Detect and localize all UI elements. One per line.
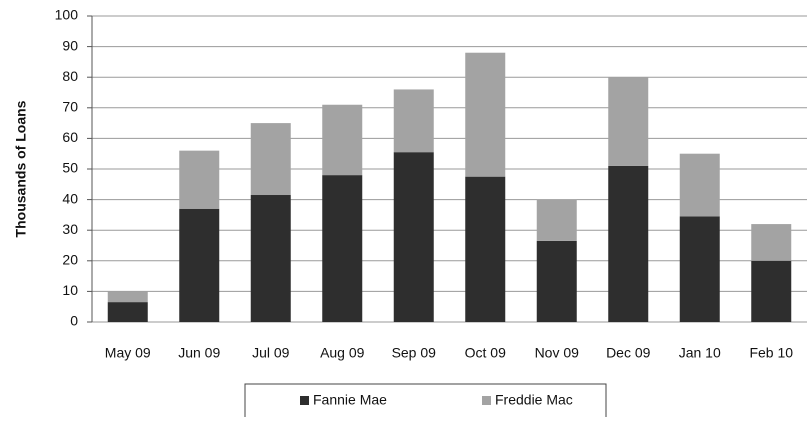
bar-segment: [107, 302, 148, 322]
bar-segment: [679, 153, 720, 217]
bar-segment: [179, 150, 220, 209]
bar-segment: [179, 208, 220, 322]
y-tick-label: 30: [62, 221, 78, 237]
x-tick-label: Sep 09: [392, 345, 437, 361]
x-tick-label: Jul 09: [252, 345, 290, 361]
legend-label: Freddie Mac: [495, 392, 573, 408]
legend-label: Fannie Mae: [313, 392, 387, 408]
x-tick-label: May 09: [105, 345, 151, 361]
bar-segment: [536, 240, 577, 322]
x-tick-label: Nov 09: [535, 345, 580, 361]
x-tick-label: Jun 09: [178, 345, 220, 361]
y-tick-label: 50: [62, 160, 78, 176]
y-tick-label: 20: [62, 252, 78, 268]
x-tick-label: Aug 09: [320, 345, 365, 361]
bar-segment: [322, 175, 363, 322]
legend-swatch: [482, 396, 491, 405]
bar-segment: [608, 165, 649, 322]
x-tick-label: Oct 09: [465, 345, 506, 361]
bar-segment: [679, 216, 720, 322]
y-axis-title: Thousands of Loans: [13, 100, 29, 237]
bar-segment: [250, 123, 291, 196]
bar-segment: [250, 195, 291, 322]
y-tick-label: 0: [70, 313, 78, 329]
x-tick-label: Dec 09: [606, 345, 651, 361]
bar-segment: [465, 52, 506, 177]
y-tick-label: 80: [62, 68, 78, 84]
bar-segment: [322, 104, 363, 176]
x-tick-label: Feb 10: [749, 345, 793, 361]
y-tick-label: 100: [55, 7, 79, 23]
bar-segment: [608, 77, 649, 166]
y-tick-label: 70: [62, 99, 78, 115]
bar-segment: [393, 89, 434, 153]
y-tick-label: 10: [62, 282, 78, 298]
bar-segment: [751, 224, 792, 261]
bar-segment: [465, 176, 506, 322]
legend-swatch: [300, 396, 309, 405]
bar-segment: [536, 199, 577, 241]
bar-segment: [751, 260, 792, 322]
y-tick-label: 40: [62, 190, 78, 206]
bar-segment: [393, 152, 434, 322]
y-tick-label: 90: [62, 37, 78, 53]
y-tick-label: 60: [62, 129, 78, 145]
x-tick-label: Jan 10: [679, 345, 721, 361]
bar-segment: [107, 291, 148, 303]
